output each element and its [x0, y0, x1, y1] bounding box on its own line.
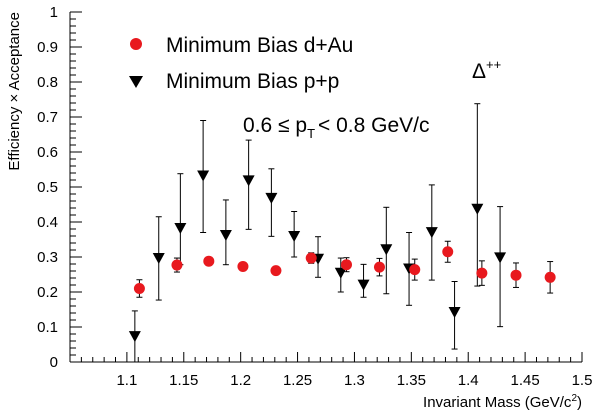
- pp-marker: [265, 192, 278, 204]
- dau-point: [133, 279, 145, 298]
- dau-point: [544, 261, 556, 294]
- x-tick-label: 1.25: [283, 372, 312, 389]
- x-tick-label: 1.45: [511, 372, 540, 389]
- dau-point: [270, 265, 282, 277]
- pp-point: [219, 199, 232, 266]
- pp-marker: [471, 203, 484, 215]
- dau-point: [340, 257, 352, 273]
- dau-point: [409, 258, 421, 281]
- dau-point: [373, 257, 385, 277]
- x-tick-label: 1.15: [169, 372, 198, 389]
- dau-marker: [270, 265, 282, 277]
- pp-point: [174, 173, 187, 266]
- pp-marker: [152, 253, 165, 265]
- y-axis-label: Efficiency × Acceptance: [6, 12, 23, 171]
- data-marks: [128, 103, 556, 363]
- pp-marker: [219, 229, 232, 241]
- pp-point: [425, 184, 438, 281]
- x-tick-label: 1.2: [230, 372, 251, 389]
- pp-point: [380, 206, 393, 295]
- pp-point: [197, 120, 210, 233]
- dau-point: [442, 240, 454, 263]
- pp-marker: [128, 331, 141, 343]
- dau-marker: [237, 260, 249, 272]
- pp-marker: [448, 306, 461, 318]
- dau-marker: [442, 246, 454, 258]
- particle-label: Δ++: [472, 57, 501, 83]
- legend: Minimum Bias d+Au Minimum Bias p+p: [129, 34, 353, 93]
- x-tick-label: 1.1: [116, 372, 137, 389]
- legend-label-dau: Minimum Bias d+Au: [166, 34, 353, 57]
- pp-marker: [334, 267, 347, 279]
- pp-marker: [288, 231, 301, 242]
- x-axis-label: Invariant Mass (GeV/c2): [423, 393, 582, 411]
- pp-marker: [197, 170, 210, 182]
- dau-point: [510, 262, 522, 288]
- y-tick-label: 0.5: [37, 179, 58, 196]
- x-tick-label: 1.3: [344, 372, 365, 389]
- dau-marker: [510, 269, 522, 281]
- y-tick-label: 0.2: [37, 284, 58, 301]
- y-tick-label: 0.7: [37, 109, 58, 126]
- dau-marker: [203, 255, 215, 267]
- ticks: [69, 11, 583, 363]
- y-tick-label: 0.4: [37, 214, 58, 231]
- pp-marker: [174, 222, 187, 234]
- dau-marker: [544, 271, 556, 283]
- dau-marker: [476, 267, 488, 279]
- pp-marker: [242, 175, 255, 187]
- dau-marker: [373, 261, 385, 273]
- pp-point: [152, 216, 165, 301]
- pp-point: [334, 257, 347, 293]
- dau-marker: [409, 264, 421, 276]
- y-tick-label: 0.8: [37, 74, 58, 91]
- dau-point: [171, 257, 183, 273]
- y-tick-label: 0.9: [37, 39, 58, 56]
- pp-point: [265, 168, 278, 237]
- pp-marker: [425, 227, 438, 239]
- y-tick-label: 1: [50, 4, 58, 21]
- legend-marker-pp: [129, 76, 143, 88]
- y-tick-label: 0.1: [37, 319, 58, 336]
- tick-labels: 1.1 1.15 1.2 1.25 1.3 1.35 1.4 1.45 1.5 0 0.1 0.2 0.…: [37, 4, 592, 389]
- dau-point: [305, 252, 317, 264]
- dau-marker: [305, 252, 317, 264]
- pp-point: [494, 206, 507, 328]
- dau-marker: [340, 259, 352, 271]
- pp-marker: [380, 244, 393, 256]
- legend-marker-dau: [130, 38, 142, 50]
- pt-range-annotation: 0.6 ≤ pT < 0.8 GeV/c: [243, 114, 430, 141]
- pp-marker: [494, 252, 507, 264]
- pp-point: [242, 139, 255, 230]
- pp-point: [471, 103, 484, 287]
- pp-point: [448, 281, 461, 350]
- x-tick-label: 1.35: [397, 372, 426, 389]
- dau-point: [476, 260, 488, 286]
- dau-point: [237, 260, 249, 272]
- x-tick-label: 1.5: [572, 372, 593, 389]
- legend-label-pp: Minimum Bias p+p: [166, 70, 339, 93]
- pp-point: [128, 310, 141, 363]
- x-tick-label: 1.4: [458, 372, 479, 389]
- y-tick-label: 0: [50, 354, 58, 371]
- dau-marker: [171, 259, 183, 271]
- pp-point: [357, 263, 370, 298]
- dau-marker: [133, 283, 145, 294]
- y-tick-label: 0.6: [37, 144, 58, 161]
- y-tick-label: 0.3: [37, 249, 58, 266]
- pp-marker: [357, 279, 370, 291]
- dau-point: [203, 255, 215, 267]
- pp-point: [288, 211, 301, 258]
